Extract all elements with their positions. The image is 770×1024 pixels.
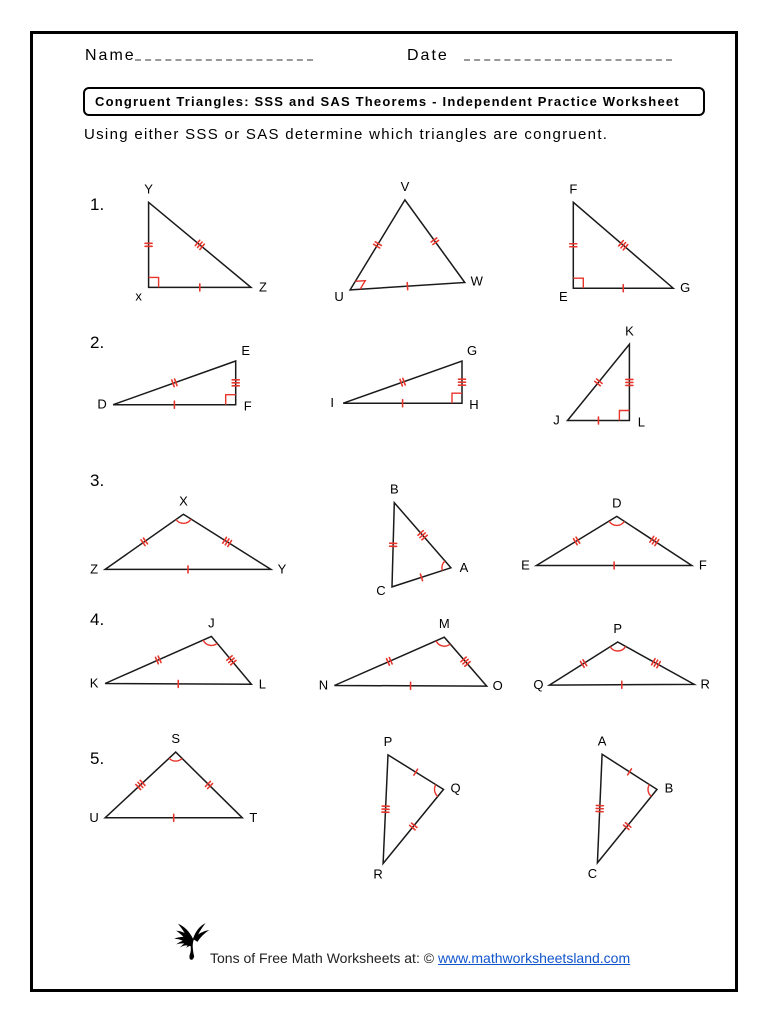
svg-text:E: E xyxy=(241,343,250,358)
svg-text:Z: Z xyxy=(90,561,98,576)
svg-text:T: T xyxy=(249,810,257,825)
svg-text:E: E xyxy=(521,558,530,573)
svg-text:M: M xyxy=(439,616,450,631)
svg-text:H: H xyxy=(469,397,478,412)
svg-text:E: E xyxy=(559,289,568,304)
svg-text:Y: Y xyxy=(278,561,287,576)
svg-text:X: X xyxy=(179,493,188,508)
svg-text:Q: Q xyxy=(450,780,460,795)
svg-text:L: L xyxy=(638,415,645,430)
svg-text:G: G xyxy=(680,280,690,295)
svg-text:D: D xyxy=(97,397,106,412)
svg-text:F: F xyxy=(244,399,252,414)
svg-text:S: S xyxy=(171,731,180,746)
svg-text:P: P xyxy=(384,734,393,749)
svg-text:C: C xyxy=(376,583,385,598)
svg-text:A: A xyxy=(598,733,607,748)
svg-text:G: G xyxy=(467,343,477,358)
svg-text:U: U xyxy=(334,289,343,304)
svg-text:U: U xyxy=(89,810,98,825)
svg-text:R: R xyxy=(701,676,710,691)
svg-text:F: F xyxy=(699,558,707,573)
svg-text:B: B xyxy=(665,780,674,795)
svg-text:O: O xyxy=(493,678,503,693)
svg-text:V: V xyxy=(401,179,410,194)
svg-text:A: A xyxy=(460,560,469,575)
svg-text:D: D xyxy=(612,495,621,510)
svg-text:F: F xyxy=(569,181,577,196)
svg-text:J: J xyxy=(208,615,215,630)
svg-text:Y: Y xyxy=(144,181,153,196)
svg-text:J: J xyxy=(553,413,560,428)
svg-text:N: N xyxy=(319,678,328,693)
svg-text:I: I xyxy=(330,395,334,410)
svg-text:x: x xyxy=(135,288,142,303)
svg-text:R: R xyxy=(373,867,382,882)
svg-text:K: K xyxy=(90,676,99,691)
svg-text:Z: Z xyxy=(259,279,267,294)
svg-text:P: P xyxy=(613,621,622,636)
svg-text:W: W xyxy=(471,274,484,289)
svg-text:K: K xyxy=(625,323,634,338)
svg-text:Q: Q xyxy=(533,677,543,692)
svg-text:L: L xyxy=(259,676,266,691)
svg-text:C: C xyxy=(588,866,597,881)
svg-text:B: B xyxy=(390,482,399,497)
